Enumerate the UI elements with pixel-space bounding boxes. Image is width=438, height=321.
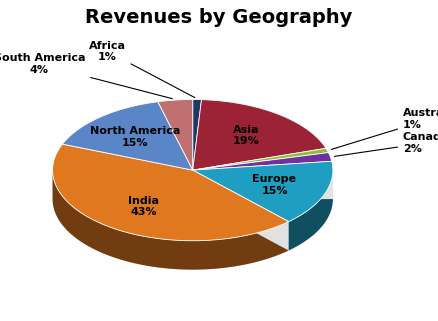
Polygon shape: [193, 152, 332, 170]
Text: Canada
2%: Canada 2%: [335, 132, 438, 156]
Text: Africa
1%: Africa 1%: [89, 40, 195, 98]
Text: Revenues by Geography: Revenues by Geography: [85, 8, 353, 27]
Polygon shape: [193, 170, 333, 250]
Polygon shape: [158, 100, 193, 170]
Text: South America
4%: South America 4%: [0, 53, 172, 99]
Polygon shape: [53, 170, 333, 270]
Text: India
43%: India 43%: [128, 195, 159, 217]
Polygon shape: [193, 100, 326, 170]
Text: Asia
19%: Asia 19%: [233, 125, 259, 146]
Polygon shape: [53, 170, 289, 270]
Polygon shape: [193, 100, 201, 170]
Polygon shape: [193, 161, 333, 221]
Text: North America
15%: North America 15%: [90, 126, 180, 148]
Polygon shape: [62, 102, 193, 170]
Polygon shape: [193, 148, 328, 170]
Polygon shape: [53, 144, 289, 241]
Text: Australia
1%: Australia 1%: [331, 108, 438, 149]
Text: Europe
15%: Europe 15%: [252, 174, 297, 196]
